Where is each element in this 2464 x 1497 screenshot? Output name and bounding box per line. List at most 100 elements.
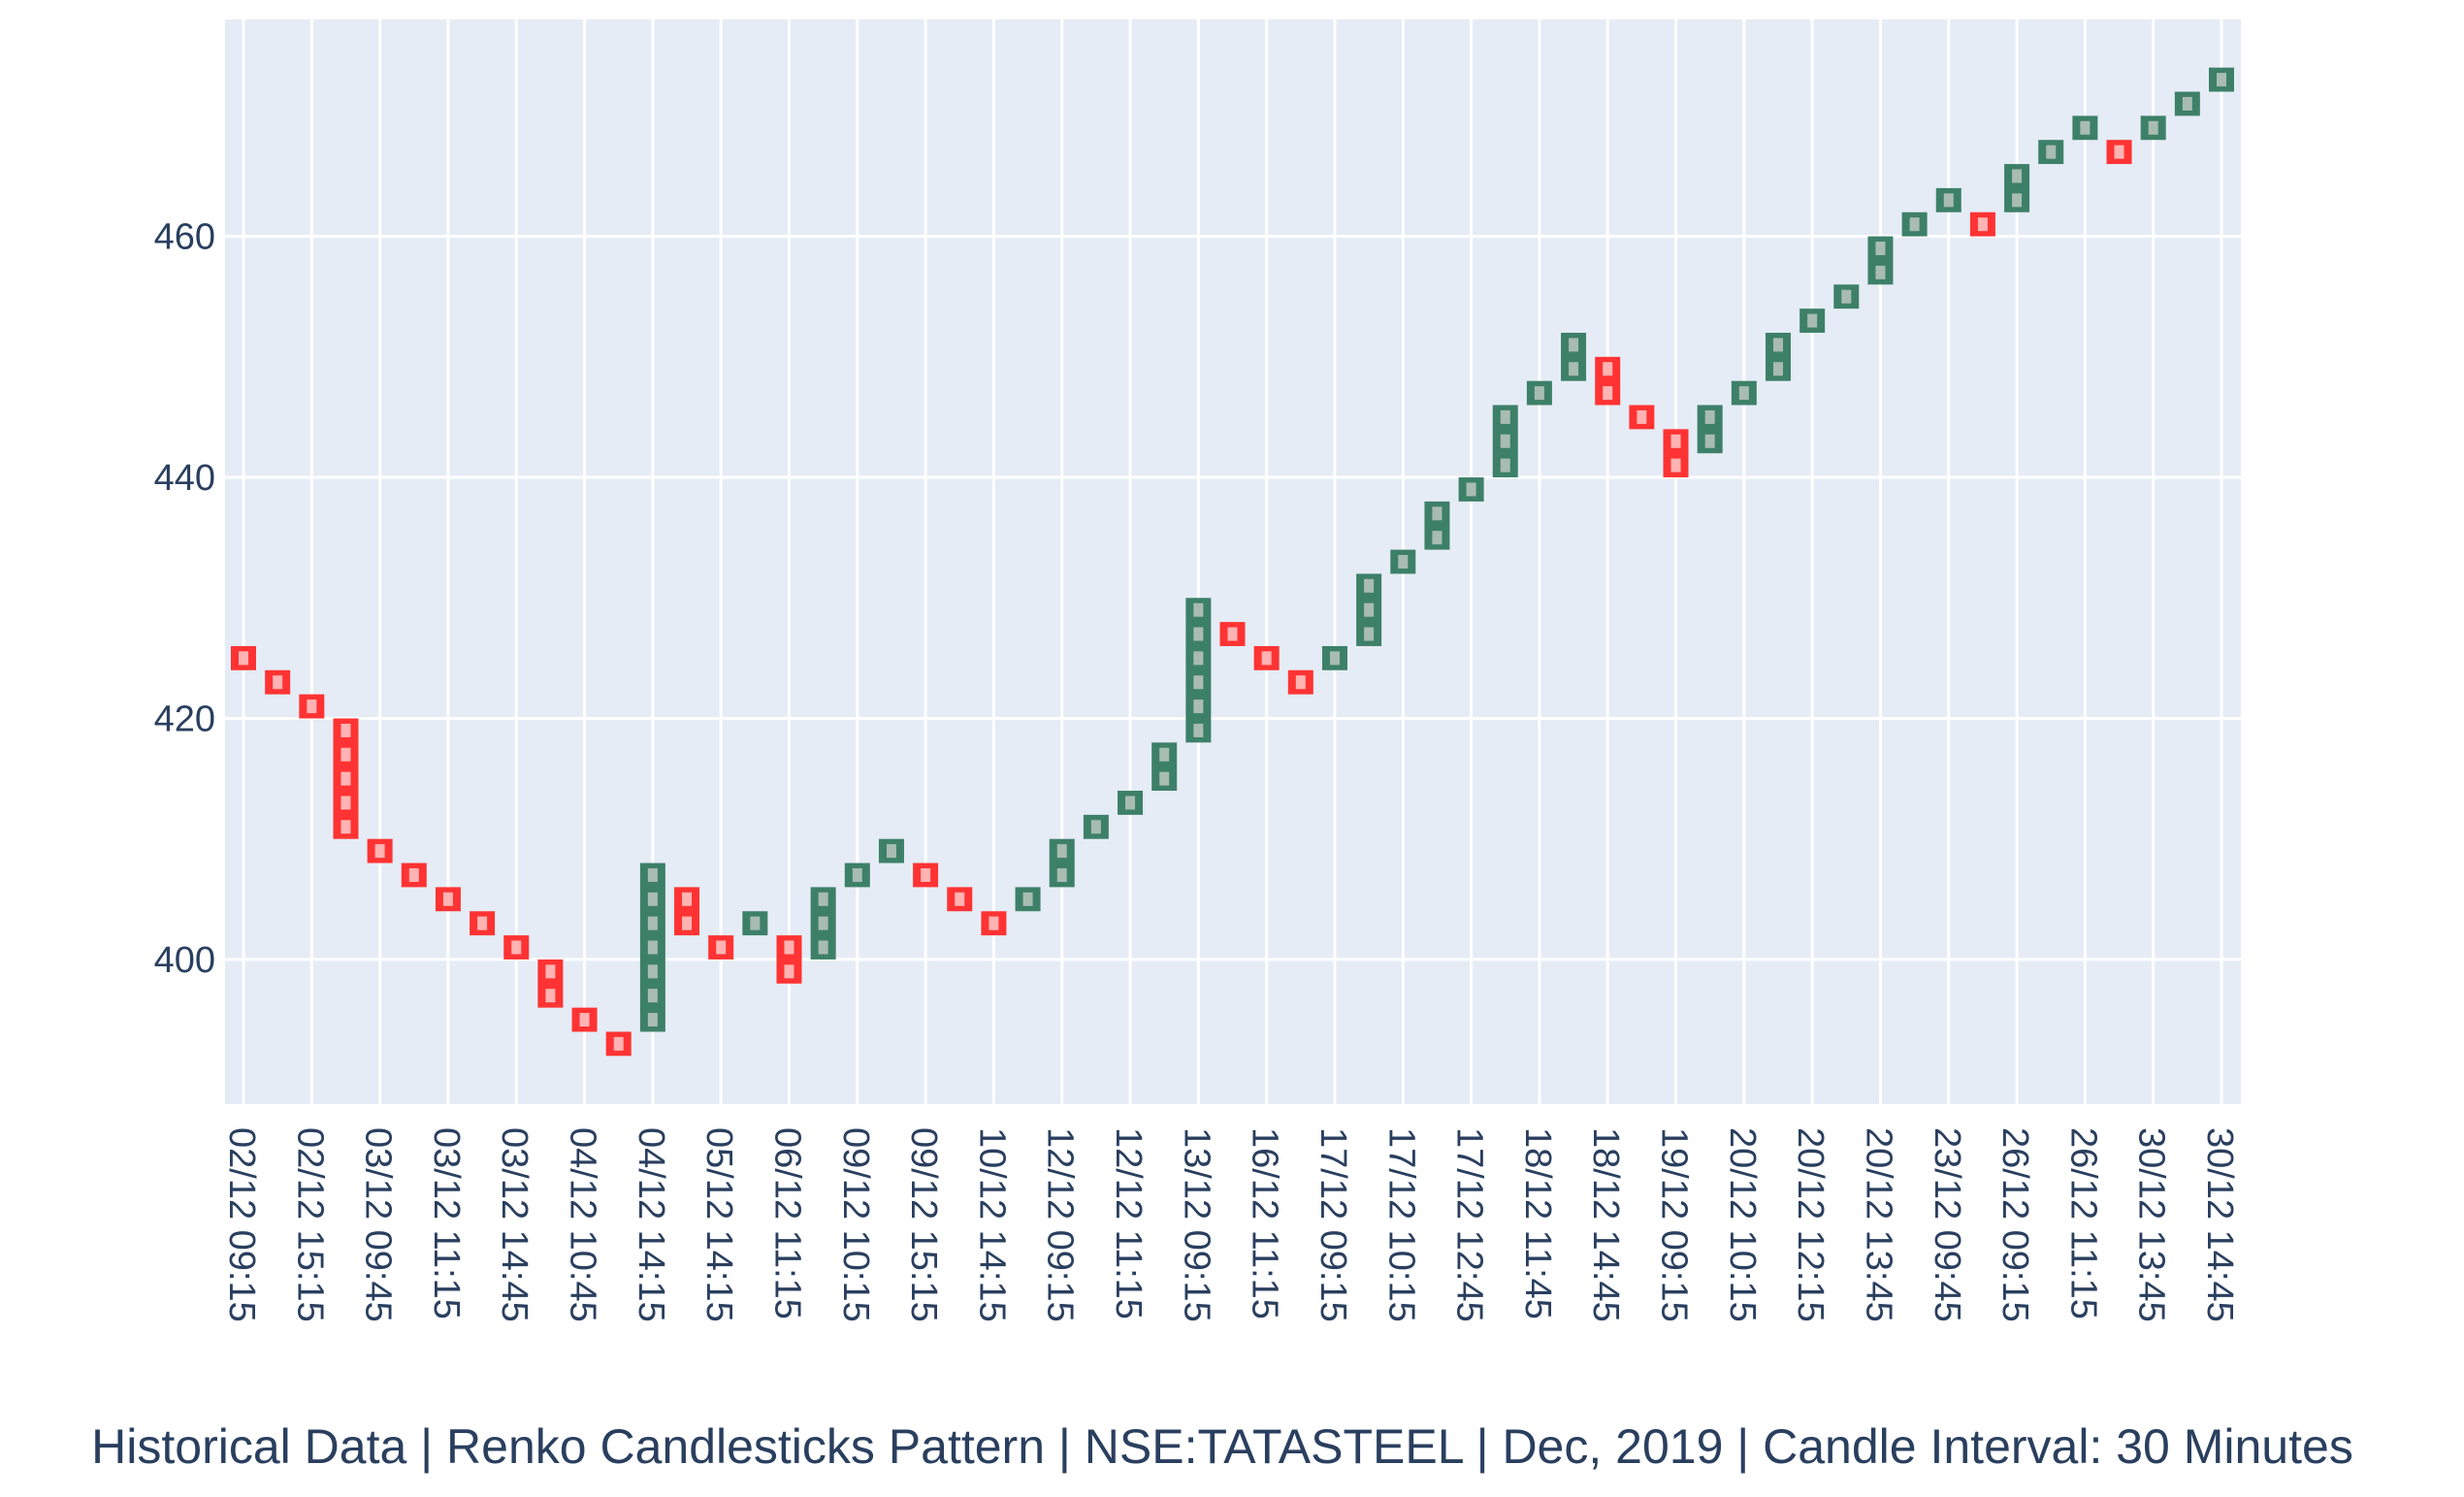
brick-marker: [1193, 700, 1204, 714]
brick-marker: [442, 892, 453, 906]
x-tick-label: 30/12 13:45: [2131, 1127, 2172, 1322]
x-tick-label: 09/12 15:15: [903, 1127, 944, 1322]
brick-marker: [750, 916, 761, 930]
down-brick: [231, 645, 256, 670]
brick-marker: [1603, 362, 1613, 376]
brick-marker: [2080, 120, 2091, 135]
x-tick-label: 30/12 14:45: [2199, 1127, 2240, 1322]
down-brick: [470, 911, 496, 936]
up-brick: [2209, 67, 2234, 92]
up-brick: [742, 911, 768, 936]
up-brick: [1935, 187, 1961, 212]
up-brick: [1867, 236, 1894, 285]
up-brick: [1697, 405, 1723, 454]
up-brick: [2072, 115, 2098, 141]
x-tick-label: 17/12 10:15: [1380, 1127, 1421, 1322]
brick-marker: [989, 916, 999, 930]
down-brick: [2106, 140, 2132, 165]
up-brick: [1561, 332, 1587, 381]
down-brick: [1629, 405, 1655, 430]
brick-marker: [273, 675, 283, 690]
brick-marker: [1159, 771, 1170, 786]
up-brick: [1390, 549, 1416, 574]
down-brick: [333, 718, 359, 839]
brick-marker: [2012, 169, 2023, 183]
x-tick-label: 18/12 14:45: [1585, 1127, 1626, 1322]
brick-marker: [1398, 555, 1409, 569]
down-brick: [605, 1031, 632, 1057]
down-brick: [674, 887, 700, 936]
brick-marker: [716, 940, 727, 955]
down-brick: [435, 887, 461, 912]
x-tick-label: 17/12 09:15: [1313, 1127, 1353, 1322]
brick-marker: [647, 989, 658, 1003]
x-tick-label: 12/12 11:15: [1108, 1127, 1149, 1319]
brick-marker: [1500, 409, 1510, 424]
down-brick: [265, 669, 291, 695]
brick-marker: [818, 892, 828, 906]
x-tick-label: 16/12 11:15: [1245, 1127, 1285, 1319]
x-tick-label: 18/12 11:45: [1517, 1127, 1558, 1319]
brick-marker: [340, 747, 351, 762]
down-brick: [947, 887, 973, 912]
brick-marker: [852, 867, 862, 882]
brick-marker: [2217, 73, 2226, 87]
brick-marker: [1329, 651, 1340, 666]
x-gridlines: [242, 19, 2223, 1104]
up-brick: [1049, 838, 1075, 888]
x-tick-label: 02/12 15:15: [289, 1127, 330, 1322]
down-brick: [776, 935, 802, 984]
up-brick: [844, 862, 870, 888]
brick-marker: [1807, 313, 1818, 328]
candle-series: [231, 67, 2234, 1057]
x-axis-ticks: 02/12 09:15 02/12 15:15 03/12 09:45 03/12 1…: [221, 1127, 2240, 1322]
brick-marker: [613, 1036, 624, 1051]
up-brick: [1015, 887, 1041, 912]
x-tick-label: 05/12 14:15: [698, 1127, 739, 1322]
brick-marker: [1670, 458, 1681, 472]
brick-marker: [1193, 651, 1204, 666]
brick-marker: [1193, 723, 1204, 737]
x-tick-label: 04/12 14:15: [631, 1127, 671, 1322]
brick-marker: [1090, 820, 1101, 834]
down-brick: [1253, 645, 1280, 670]
x-tick-label: 20/12 12:15: [1790, 1127, 1831, 1322]
x-tick-label: 02/12 09:15: [221, 1127, 262, 1322]
brick-marker: [1056, 867, 1067, 882]
brick-marker: [647, 940, 658, 955]
x-tick-label: 26/12 09:15: [1994, 1127, 2035, 1322]
brick-marker: [340, 771, 351, 786]
brick-marker: [340, 820, 351, 834]
up-brick: [639, 862, 665, 1032]
down-brick: [571, 1007, 598, 1032]
brick-marker: [682, 916, 693, 930]
brick-marker: [1841, 289, 1852, 304]
brick-marker: [2148, 120, 2158, 135]
brick-marker: [784, 964, 794, 979]
brick-marker: [2182, 96, 2192, 111]
down-brick: [367, 838, 393, 863]
down-brick: [1969, 212, 1995, 237]
brick-marker: [2046, 145, 2057, 159]
up-brick: [1799, 309, 1826, 333]
x-tick-label: 20/12 10:15: [1722, 1127, 1763, 1322]
up-brick: [1492, 405, 1518, 478]
chart-caption: Historical Data | Renko Candlesticks Pat…: [91, 1419, 2353, 1474]
down-brick: [1595, 356, 1621, 406]
x-tick-label: 19/12 09:15: [1654, 1127, 1695, 1322]
brick-marker: [1500, 458, 1510, 472]
up-brick: [1083, 814, 1109, 839]
x-tick-label: 12/12 09:15: [1040, 1127, 1081, 1322]
up-brick: [1458, 477, 1484, 502]
brick-marker: [818, 940, 828, 955]
up-brick: [1901, 212, 1928, 237]
brick-marker: [1943, 193, 1954, 208]
brick-marker: [1704, 434, 1715, 448]
brick-marker: [1022, 892, 1033, 906]
brick-marker: [1534, 386, 1544, 401]
brick-marker: [1227, 627, 1238, 641]
brick-marker: [1261, 651, 1272, 666]
brick-marker: [1772, 338, 1783, 352]
brick-marker: [1193, 602, 1204, 617]
brick-marker: [1603, 386, 1613, 401]
